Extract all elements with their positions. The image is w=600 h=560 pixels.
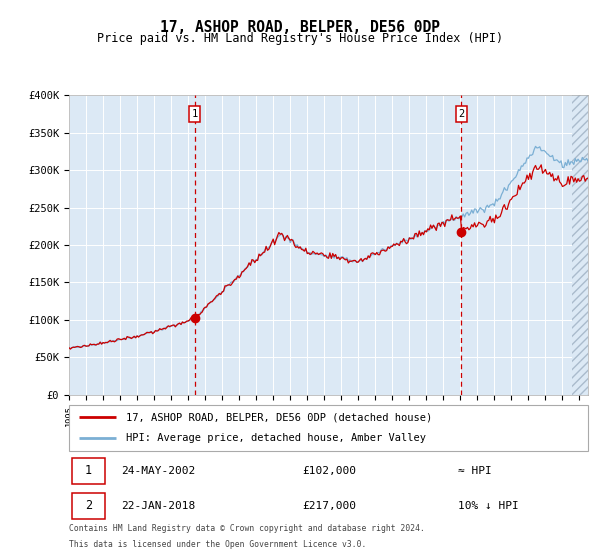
Text: 2: 2 xyxy=(458,109,464,119)
Text: 24-MAY-2002: 24-MAY-2002 xyxy=(121,466,195,475)
Text: 22-JAN-2018: 22-JAN-2018 xyxy=(121,501,195,511)
Text: 17, ASHOP ROAD, BELPER, DE56 0DP: 17, ASHOP ROAD, BELPER, DE56 0DP xyxy=(160,20,440,35)
Text: 1: 1 xyxy=(191,109,198,119)
Text: ≈ HPI: ≈ HPI xyxy=(458,466,492,475)
Polygon shape xyxy=(572,95,588,395)
FancyBboxPatch shape xyxy=(69,405,588,451)
Text: Price paid vs. HM Land Registry's House Price Index (HPI): Price paid vs. HM Land Registry's House … xyxy=(97,32,503,45)
Text: HPI: Average price, detached house, Amber Valley: HPI: Average price, detached house, Ambe… xyxy=(126,433,426,444)
Text: Contains HM Land Registry data © Crown copyright and database right 2024.: Contains HM Land Registry data © Crown c… xyxy=(69,524,425,533)
Text: This data is licensed under the Open Government Licence v3.0.: This data is licensed under the Open Gov… xyxy=(69,540,367,549)
Text: 10% ↓ HPI: 10% ↓ HPI xyxy=(458,501,519,511)
FancyBboxPatch shape xyxy=(71,458,106,484)
Text: £217,000: £217,000 xyxy=(302,501,356,511)
Text: £102,000: £102,000 xyxy=(302,466,356,475)
Text: 2: 2 xyxy=(85,500,92,512)
Text: 1: 1 xyxy=(85,464,92,477)
Text: 17, ASHOP ROAD, BELPER, DE56 0DP (detached house): 17, ASHOP ROAD, BELPER, DE56 0DP (detach… xyxy=(126,412,433,422)
FancyBboxPatch shape xyxy=(71,493,106,519)
